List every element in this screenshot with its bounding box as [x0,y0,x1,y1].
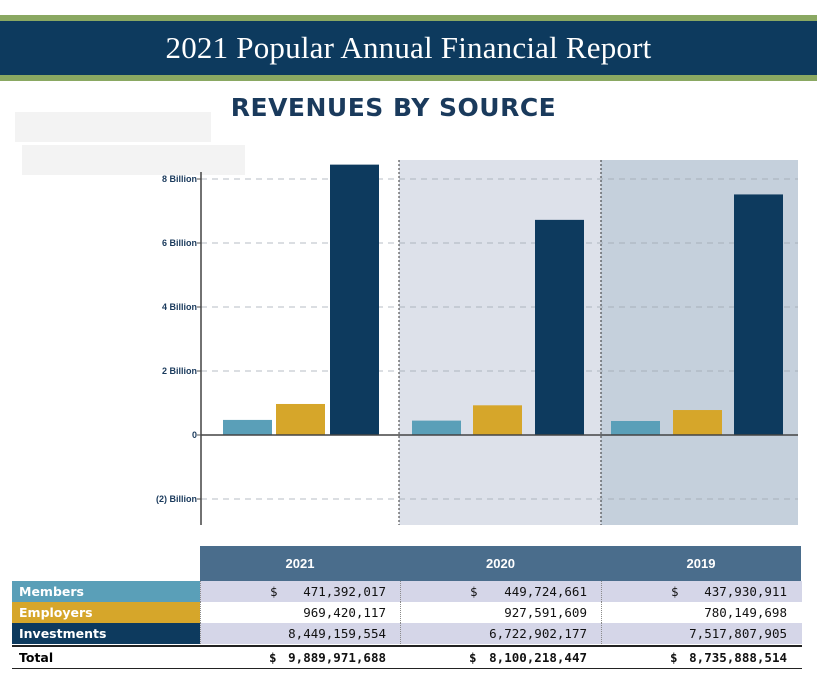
y-tick-label: 8 Billion [162,174,197,184]
cell-value: 8,449,159,554 [288,626,386,641]
cell-value: 7,517,807,905 [689,626,787,641]
total-rule-bottom [12,668,802,669]
dollar-sign: $ [671,584,679,599]
report-title: 2021 Popular Annual Financial Report [165,30,652,65]
bar-members-2020 [412,420,461,435]
dollar-sign: $ [670,650,678,665]
row-label-total: Total [19,650,54,665]
y-tick-label: 4 Billion [162,302,197,312]
dollar-sign: $ [469,650,477,665]
bar-investments-2021 [330,164,379,435]
bar-employers-2019 [673,410,722,435]
bar-members-2021 [223,419,272,435]
table-cell: $471,392,017 [200,581,400,602]
table-cell: 780,149,698 [601,602,801,623]
table-cell: 6,722,902,177 [400,623,601,644]
section-title: REVENUES BY SOURCE [230,93,557,122]
cell-value: 780,149,698 [704,605,787,620]
cell-value: 471,392,017 [303,584,386,599]
report-title-banner: 2021 Popular Annual Financial Report [0,21,817,75]
bar-investments-2019 [734,194,783,435]
revenue-bar-chart: 8 Billion 6 Billion 4 Billion 2 Billion 0 (2)… [156,160,798,525]
table-header-year: 2019 [686,556,716,571]
table-row-employers: Employers 969,420,117 927,591,609 780,14… [12,602,802,623]
table-row-total: Total $9,889,971,688 $8,100,218,447 $8,7… [12,647,802,668]
table-cell: 8,449,159,554 [200,623,400,644]
y-tick-label: 6 Billion [162,238,197,248]
table-cell: $8,735,888,514 [601,647,801,668]
bar-investments-2020 [535,219,584,435]
table-header-year: 2020 [486,556,515,571]
smudge-mark [15,112,211,142]
dollar-sign: $ [470,584,478,599]
table-cell: $437,930,911 [601,581,801,602]
table-cell: 927,591,609 [400,602,601,623]
y-tick-label: (2) Billion [156,494,197,504]
y-tick-label: 0 [192,430,197,440]
table-cell: $9,889,971,688 [200,647,400,668]
bar-employers-2020 [473,405,522,435]
dollar-sign: $ [270,584,278,599]
cell-value: 969,420,117 [303,605,386,620]
row-label-employers: Employers [12,602,200,623]
y-tick-label: 2 Billion [162,366,197,376]
dollar-sign: $ [269,650,277,665]
bar-members-2019 [611,420,660,435]
table-row-members: Members $471,392,017 $449,724,661 $437,9… [12,581,802,602]
table-cell: 7,517,807,905 [601,623,801,644]
total-rule-top [12,645,802,647]
table-cell: 969,420,117 [200,602,400,623]
table-cell: $449,724,661 [400,581,601,602]
cell-value: 927,591,609 [504,605,587,620]
table-cell: $8,100,218,447 [400,647,601,668]
row-label-members: Members [12,581,200,602]
cell-value: 437,930,911 [704,584,787,599]
cell-value: 6,722,902,177 [489,626,587,641]
bar-employers-2021 [276,403,325,435]
top-accent-band [0,15,817,21]
cell-value: 449,724,661 [504,584,587,599]
smudge-mark [22,145,245,175]
table-header: 2021 2020 2019 [200,546,801,581]
bottom-accent-band [0,75,817,81]
table-header-year: 2021 [285,556,315,571]
cell-value: 9,889,971,688 [288,650,386,665]
table-row-investments: Investments 8,449,159,554 6,722,902,177 … [12,623,802,644]
cell-value: 8,735,888,514 [689,650,787,665]
row-label-investments: Investments [12,623,200,644]
cell-value: 8,100,218,447 [489,650,587,665]
